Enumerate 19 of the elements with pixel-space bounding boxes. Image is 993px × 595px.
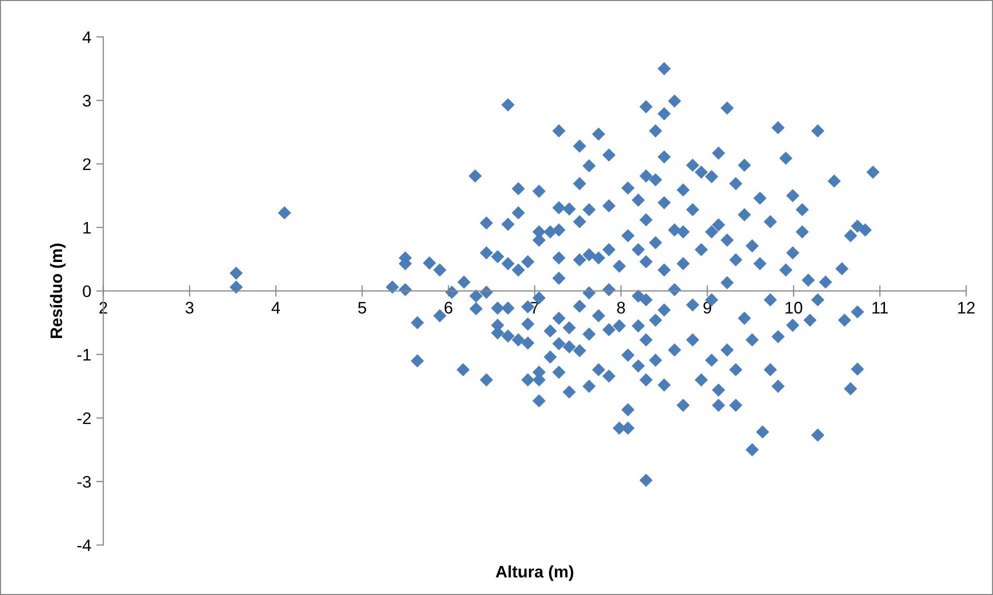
y-axis-title: Resíduo (m)	[50, 244, 66, 338]
y-tick-label: -3	[77, 476, 91, 488]
y-tick-label: -1	[77, 349, 91, 361]
x-axis-title: Altura (m)	[496, 565, 574, 581]
x-tick-label: 4	[272, 302, 280, 314]
x-tick-label: 5	[358, 302, 366, 314]
x-tick-label: 8	[617, 302, 625, 314]
x-tick-label: 10	[786, 302, 802, 314]
y-tick-label: 2	[83, 158, 91, 170]
y-tick-label: 0	[82, 285, 91, 298]
x-tick-label: 12	[958, 302, 975, 314]
y-tick-label: 3	[82, 94, 91, 107]
y-tick-label: 1	[83, 222, 91, 234]
x-tick-label: 3	[186, 302, 194, 314]
x-tick-label: 11	[872, 302, 888, 314]
y-tick-label: 4	[82, 31, 91, 43]
x-tick-label: 6	[444, 302, 452, 314]
y-tick-label: -2	[77, 412, 91, 424]
y-tick-label: -4	[77, 540, 91, 552]
